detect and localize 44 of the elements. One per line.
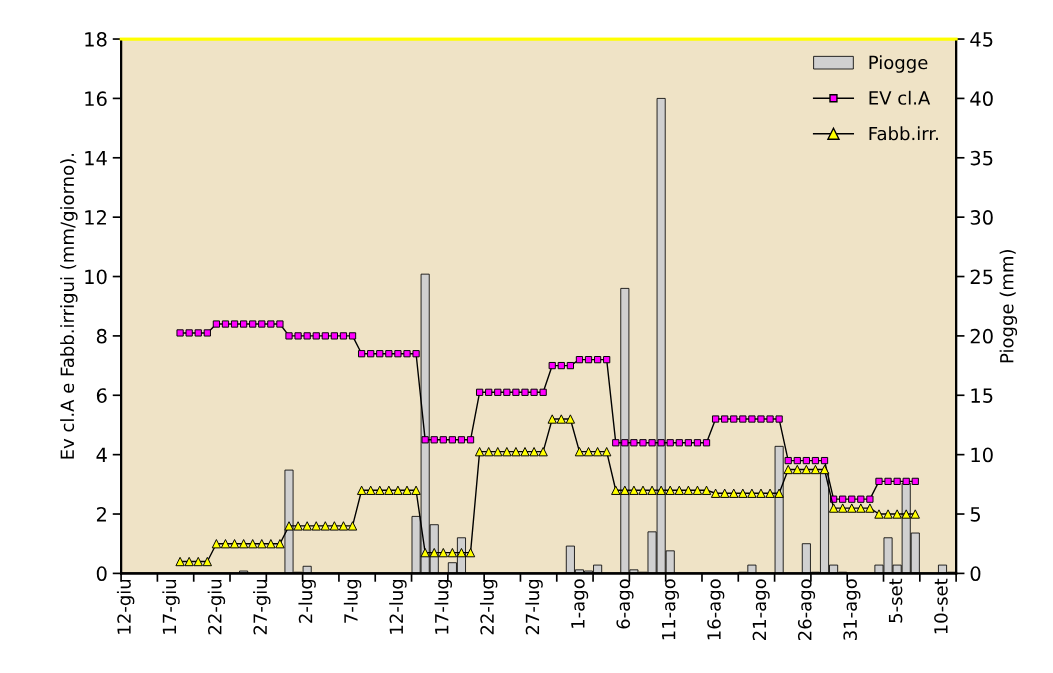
y-tick-label: 6 (96, 388, 107, 403)
x-tick-label: 16-ago (707, 579, 725, 640)
x-tick-label: 27-lug (525, 579, 543, 635)
y2-tick-label: 0 (970, 566, 981, 582)
y-tick-label: 2 (96, 506, 106, 522)
x-tick-label: 5-set (888, 578, 903, 623)
x-tick-label: 7-lug (343, 579, 362, 623)
x-tick-label: 10-set (934, 578, 948, 634)
x-tick-label: 22-giu (207, 579, 226, 635)
y-tick-label: 12 (85, 210, 106, 225)
y2-tick-label: 10 (971, 447, 993, 463)
x-tick-label: 6-ago (616, 579, 634, 629)
y2-tick-label: 25 (970, 269, 993, 285)
y2-tick-label: 20 (970, 328, 993, 344)
y2-tick-label: 40 (970, 91, 993, 107)
y-tick-label: 18 (85, 31, 107, 47)
y2-tick-label: 30 (970, 210, 993, 225)
x-tick-label: 11-ago (662, 579, 679, 640)
x-tick-label: 12-giu (116, 579, 135, 634)
legend-label: Piogge (869, 55, 928, 73)
x-tick-label: 12-lug (389, 579, 407, 634)
x-tick-label: 27-giu (253, 579, 271, 635)
y-tick-label: 14 (85, 150, 107, 166)
x-tick-label: 21-ago (752, 579, 770, 640)
y-tick-label: 10 (85, 269, 107, 285)
y2-tick-label: 5 (970, 507, 980, 522)
y2-tick-label: 35 (970, 150, 993, 166)
y2-axis-title: Piogge (mm) (999, 249, 1018, 363)
x-tick-label: 26-ago (797, 579, 816, 640)
x-tick-label: 1-ago (571, 579, 589, 628)
legend-label: EV cl.A (869, 90, 931, 105)
y-axis-title: Ev cl.A e Fabb.irrigui (mm/giorno). (60, 153, 78, 459)
y-tick-label: 16 (85, 91, 107, 107)
y2-tick-label: 45 (970, 32, 993, 47)
x-tick-label: 17-giu (162, 579, 180, 634)
legend-label: Fabb.irr. (869, 126, 938, 141)
x-tick-label: 31-ago (843, 579, 861, 640)
x-tick-label: 2-lug (298, 579, 316, 623)
x-tick-label: 22-lug (479, 579, 498, 635)
y-tick-label: 4 (96, 447, 107, 463)
y2-tick-label: 15 (971, 388, 993, 403)
x-tick-label: 17-lug (434, 579, 453, 634)
y-tick-label: 0 (96, 566, 107, 582)
y-tick-label: 8 (96, 328, 107, 344)
